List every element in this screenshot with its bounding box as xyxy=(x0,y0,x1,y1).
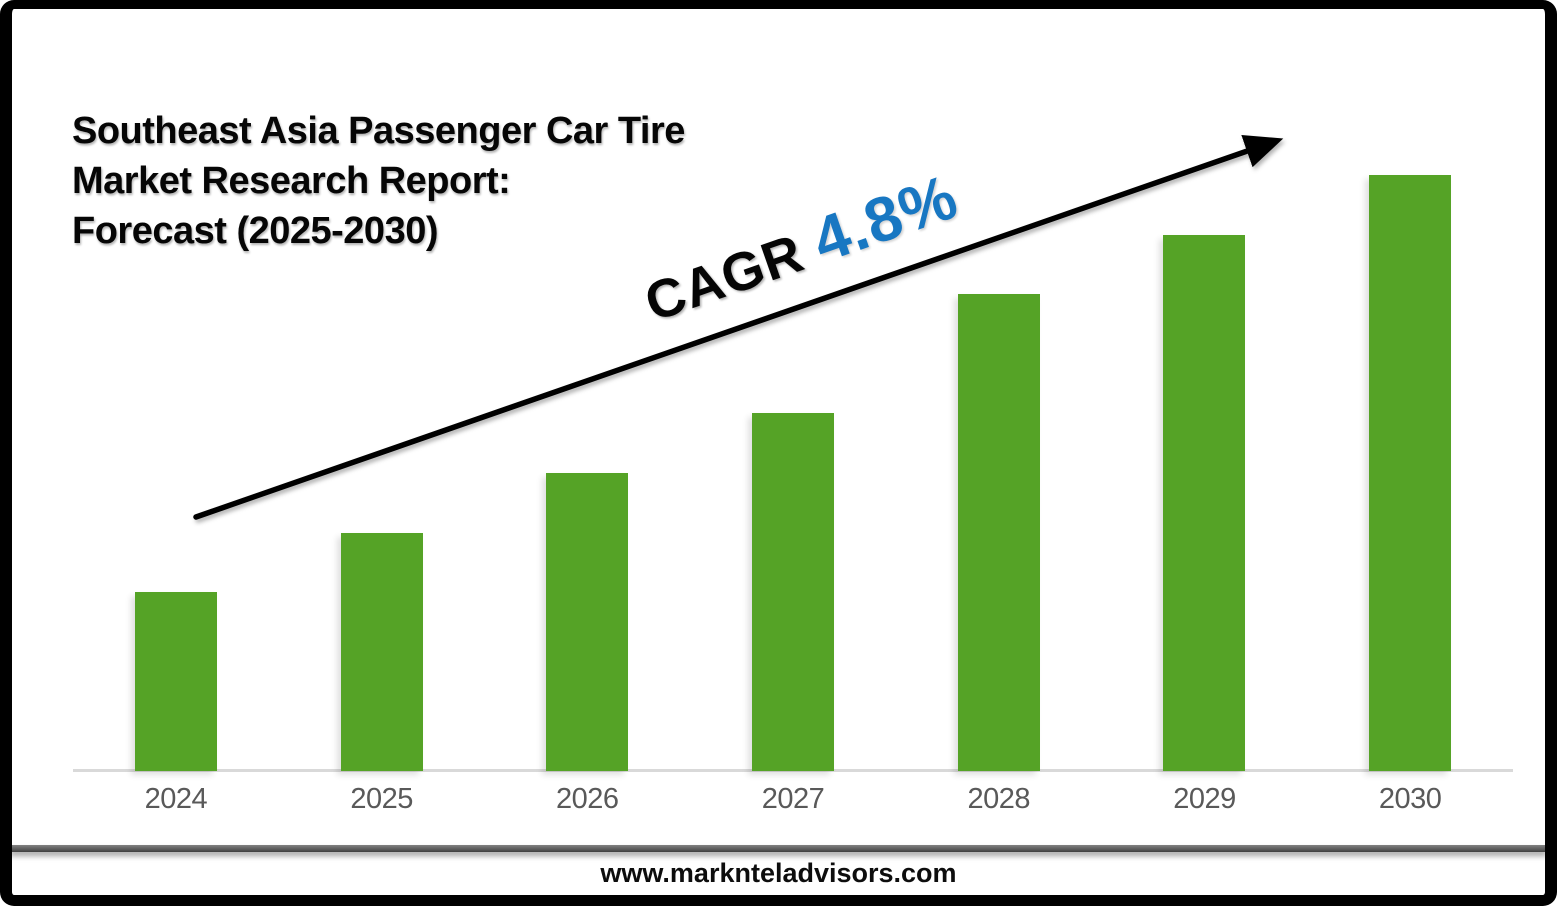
x-axis-label-2026: 2026 xyxy=(556,783,619,815)
chart-title-line-1: Southeast Asia Passenger Car Tire xyxy=(72,110,685,152)
bar-2024 xyxy=(134,592,217,771)
bar-2026 xyxy=(546,473,629,771)
bar-2025 xyxy=(340,532,423,771)
bar-2030 xyxy=(1369,175,1452,771)
x-axis-label-2025: 2025 xyxy=(350,783,413,815)
footer-separator xyxy=(10,845,1547,852)
footer-url: www.marknteladvisors.com xyxy=(600,858,957,888)
chart-title: Southeast Asia Passenger Car Tire Market… xyxy=(72,106,685,256)
chart-title-line-3: Forecast (2025-2030) xyxy=(72,210,438,252)
x-axis-label-2027: 2027 xyxy=(761,783,825,815)
bar-2028 xyxy=(957,294,1040,771)
bar-2029 xyxy=(1163,234,1246,771)
x-axis-label-2028: 2028 xyxy=(967,783,1030,815)
bar-chart xyxy=(73,175,1513,771)
x-axis-label-2030: 2030 xyxy=(1378,783,1442,815)
bar-2027 xyxy=(751,413,834,771)
x-axis-labels: 2024 2025 2026 2027 2028 2029 2030 xyxy=(73,783,1513,816)
x-axis-label-2024: 2024 xyxy=(144,783,208,815)
x-axis-label-2029: 2029 xyxy=(1173,783,1236,815)
chart-title-line-2: Market Research Report: xyxy=(72,160,511,202)
